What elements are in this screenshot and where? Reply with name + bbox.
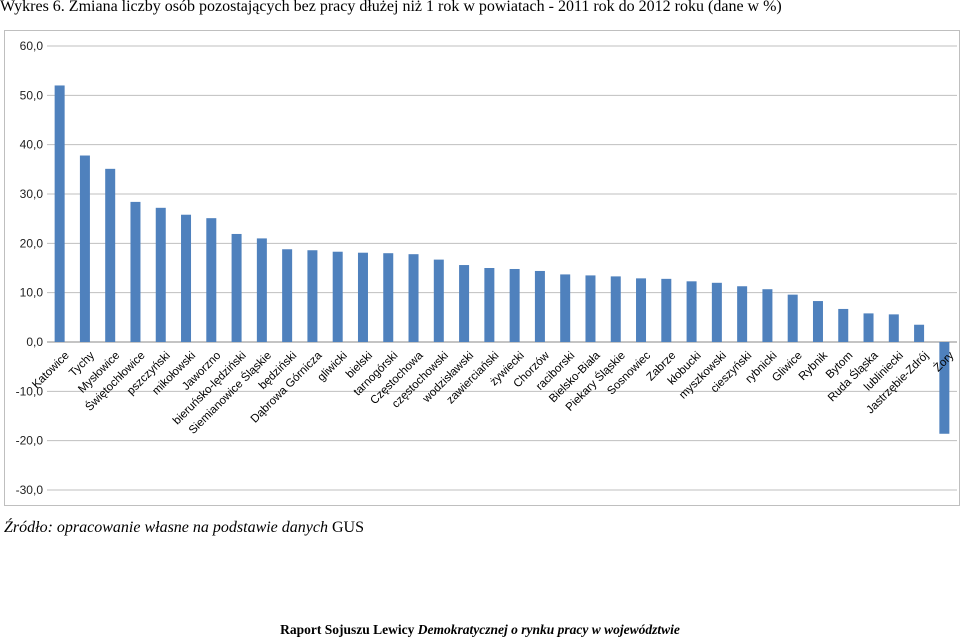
chart-title: Wykres 6. Zmiana liczby osób pozostający… [0,0,782,15]
bar [863,313,874,342]
bar [636,278,647,342]
bar [585,275,596,342]
bar [155,207,166,342]
y-tick-label: 60,0 [20,39,44,53]
y-tick-label: 0,0 [26,335,43,349]
bar [484,268,495,342]
y-tick-label: -10,0 [16,384,44,398]
footer-bold-italic: Demokratycznej o rynku pracy w województ… [417,622,680,637]
bar [534,270,545,342]
bar-chart: 60,0 50,0 40,0 30,0 20,0 10,0 0,0 -10,0 -20,0 -30… [16,39,957,497]
bar [914,324,925,342]
bar [787,294,798,342]
bar [711,282,722,342]
bar [408,254,419,342]
y-tick-label: 50,0 [20,88,44,102]
bar [433,259,444,342]
y-tick-label: 10,0 [20,286,44,300]
bar [459,265,470,342]
bar [686,281,697,342]
bar [256,238,267,342]
y-tick-label: 30,0 [20,187,44,201]
bar [737,286,748,342]
bar [79,155,90,342]
bar [939,342,950,434]
bar [181,214,192,342]
bar [307,250,318,342]
bar [610,276,621,342]
bar [509,268,520,342]
footer-bold: Raport Sojuszu Lewicy [280,622,418,637]
chart-area: 60,0 50,0 40,0 30,0 20,0 10,0 0,0 -10,0 -20,0 -30… [4,30,960,506]
bar [357,252,368,342]
y-axis-ticks: 60,0 50,0 40,0 30,0 20,0 10,0 0,0 -10,0 -20,0 -30… [16,39,44,497]
y-tick-label: 40,0 [20,138,44,152]
bar [888,314,899,342]
y-tick-label: -30,0 [16,483,44,497]
category-labels: KatowiceTychyMysłowiceŚwiętochłowicepszc… [30,349,956,437]
category-label: Żory [931,349,957,375]
bar [661,278,672,342]
category-label: Katowice [30,350,71,391]
report-footer: Raport Sojuszu Lewicy Demokratycznej o r… [0,622,960,638]
bar [105,168,116,342]
bar [762,289,773,342]
y-tick-label: 20,0 [20,236,44,250]
bar [130,201,141,342]
bar [838,308,849,342]
bar [560,274,571,342]
source-note: Źródło: opracowanie własne na podstawie … [4,519,364,537]
bar [231,233,242,342]
bar [54,85,65,342]
bar [332,251,343,342]
category-label: Rybnik [797,349,831,383]
gridlines [47,45,957,491]
source-note-italic: Źródło: opracowanie własne na podstawie … [4,519,328,536]
bar [282,249,293,342]
bar [812,301,823,342]
bar [383,253,394,342]
bars [54,85,950,434]
y-tick-label: -20,0 [16,434,44,448]
bar [206,218,217,342]
source-note-plain: GUS [327,519,364,536]
